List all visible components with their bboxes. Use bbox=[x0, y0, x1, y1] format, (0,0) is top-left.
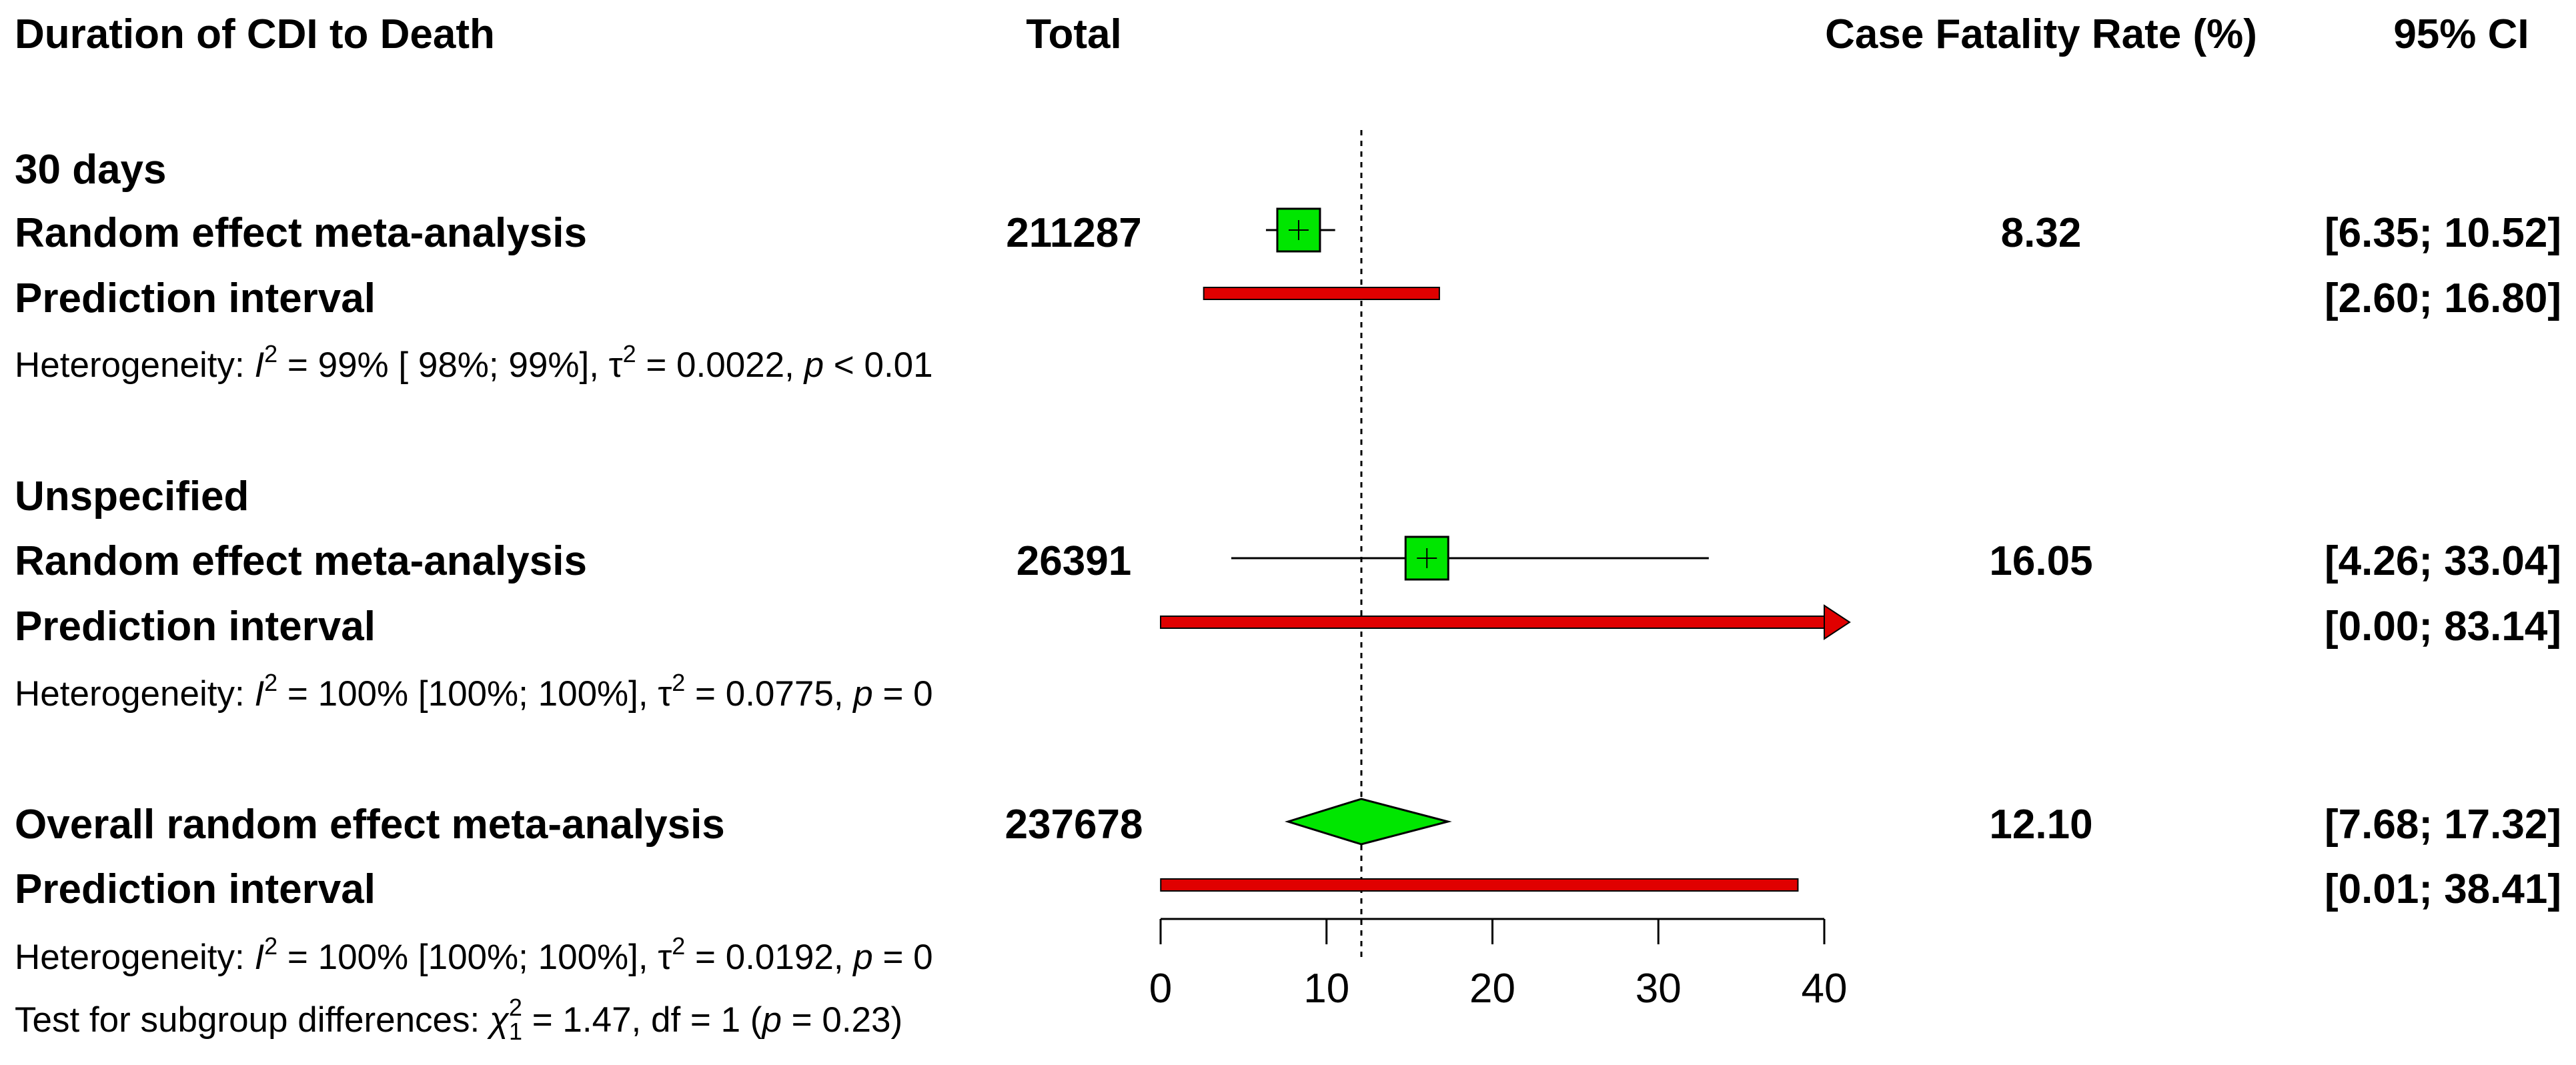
estimate-diamond-overall bbox=[1284, 798, 1452, 846]
heterogeneity-30-days: Heterogeneity: I2 = 99% [ 98%; 99%], τ2 … bbox=[15, 340, 933, 385]
x-tick-label-0: 0 bbox=[1149, 966, 1172, 1012]
header-ci: 95% CI bbox=[2393, 11, 2529, 57]
header-total: Total bbox=[1026, 11, 1122, 57]
re-label-30-days: Random effect meta-analysis bbox=[15, 210, 587, 256]
heterogeneity-unspecified: Heterogeneity: I2 = 100% [100%; 100%], τ… bbox=[15, 669, 933, 714]
prediction-arrow-unspecified bbox=[1824, 604, 1851, 640]
header-study: Duration of CDI to Death bbox=[15, 11, 495, 57]
heterogeneity-overall: Heterogeneity: I2 = 100% [100%; 100%], τ… bbox=[15, 932, 933, 977]
group-title-30-days: 30 days bbox=[15, 147, 167, 193]
overall-label: Overall random effect meta-analysis bbox=[15, 802, 725, 848]
subgroup-test: Test for subgroup differences: χ2 1 = 1.4… bbox=[15, 994, 902, 1045]
prediction-bar-overall bbox=[1160, 878, 1799, 892]
x-tick-label-40: 40 bbox=[1802, 966, 1848, 1012]
pi-ci-overall: [0.01; 38.41] bbox=[2325, 866, 2561, 912]
pi-label-overall: Prediction interval bbox=[15, 866, 376, 912]
rate-overall: 12.10 bbox=[1989, 802, 2092, 848]
group-title-unspecified: Unspecified bbox=[15, 473, 249, 519]
pi-ci-unspecified: [0.00; 83.14] bbox=[2325, 604, 2561, 650]
pi-label-unspecified: Prediction interval bbox=[15, 604, 376, 650]
rate-unspecified: 16.05 bbox=[1989, 538, 2092, 584]
pi-ci-30-days: [2.60; 16.80] bbox=[2325, 275, 2561, 321]
prediction-bar-30-days bbox=[1203, 287, 1440, 300]
forest-marks bbox=[1160, 130, 1851, 960]
ci-30-days: [6.35; 10.52] bbox=[2325, 210, 2561, 256]
total-30-days: 211287 bbox=[1006, 210, 1141, 256]
ci-overall: [7.68; 17.32] bbox=[2325, 802, 2561, 848]
total-unspecified: 26391 bbox=[1017, 538, 1131, 584]
header-rate: Case Fatality Rate (%) bbox=[1825, 11, 2257, 57]
x-tick-label-20: 20 bbox=[1469, 966, 1515, 1012]
prediction-bar-unspecified bbox=[1160, 616, 1825, 629]
x-tick-label-10: 10 bbox=[1303, 966, 1349, 1012]
x-axis: 0 10 20 30 40 bbox=[1149, 918, 1848, 1012]
rate-30-days: 8.32 bbox=[2001, 210, 2082, 256]
re-label-unspecified: Random effect meta-analysis bbox=[15, 538, 587, 584]
total-overall: 237678 bbox=[1005, 802, 1143, 848]
x-tick-label-30: 30 bbox=[1636, 966, 1682, 1012]
ci-unspecified: [4.26; 33.04] bbox=[2325, 538, 2561, 584]
pi-label-30-days: Prediction interval bbox=[15, 275, 376, 321]
